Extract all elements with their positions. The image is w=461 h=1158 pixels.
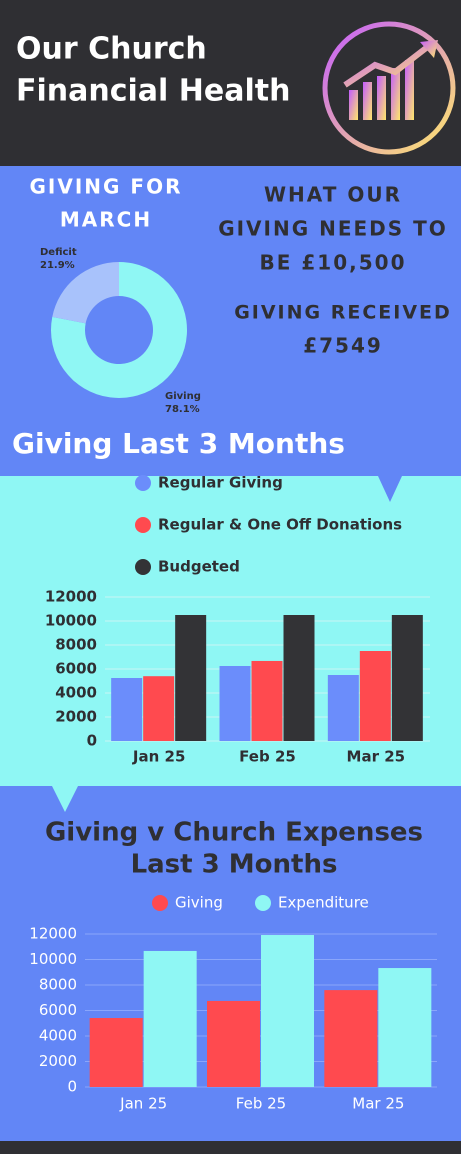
y-tick-label: 0 <box>67 1078 77 1096</box>
heading: GIVING FOR <box>30 175 183 199</box>
slice-label: Giving <box>165 391 201 402</box>
chart-title: Last 3 Months <box>131 850 338 880</box>
legend-label: Regular & One Off Donations <box>158 516 402 534</box>
legend-marker <box>135 559 151 575</box>
pointer <box>378 476 402 502</box>
y-tick-label: 0 <box>87 732 97 750</box>
bar <box>143 950 197 1087</box>
y-tick-label: 4000 <box>39 1027 77 1045</box>
footer-bg <box>0 1141 461 1154</box>
legend-marker <box>255 895 271 911</box>
received: GIVING RECEIVED <box>234 302 452 324</box>
legend-label: Giving <box>175 894 223 912</box>
slice-label: Deficit <box>40 247 77 258</box>
slice-value: 21.9% <box>40 260 75 271</box>
logo <box>322 21 456 155</box>
bar <box>207 1000 260 1087</box>
x-tick-label: Jan 25 <box>132 748 185 766</box>
legend-label: Budgeted <box>158 558 240 576</box>
legend-marker <box>152 895 168 911</box>
bar <box>219 666 251 741</box>
bar <box>111 678 143 741</box>
y-tick-label: 12000 <box>45 588 97 606</box>
bar <box>283 615 315 741</box>
needs: BE £10,500 <box>260 251 407 275</box>
bar <box>327 675 359 741</box>
y-tick-label: 2000 <box>55 708 97 726</box>
legend-marker <box>135 475 151 491</box>
bar <box>391 615 423 741</box>
x-tick-label: Mar 25 <box>347 748 406 766</box>
legend-label: Expenditure <box>278 894 369 912</box>
y-tick-label: 6000 <box>39 1001 77 1019</box>
title-line: Financial Health <box>16 74 290 109</box>
heading: MARCH <box>60 208 152 232</box>
chart-title: Giving Last 3 Months <box>12 427 345 460</box>
bar <box>251 660 283 741</box>
pie-slice <box>52 262 119 324</box>
slice-value: 78.1% <box>165 404 200 415</box>
received: £7549 <box>303 334 383 358</box>
pointer <box>52 786 78 812</box>
y-tick-label: 10000 <box>45 612 97 630</box>
pie-slice <box>50 262 187 399</box>
y-tick-label: 8000 <box>39 976 77 994</box>
bar <box>89 1018 143 1087</box>
y-tick-label: 4000 <box>55 684 97 702</box>
bar <box>324 990 378 1087</box>
bar <box>261 935 314 1087</box>
x-tick-label: Feb 25 <box>236 1095 286 1113</box>
legend-marker <box>135 517 151 533</box>
x-tick-label: Mar 25 <box>352 1095 404 1113</box>
bar <box>378 968 432 1087</box>
y-tick-label: 10000 <box>29 950 77 968</box>
x-tick-label: Jan 25 <box>119 1095 167 1113</box>
bar <box>359 651 391 741</box>
y-tick-label: 2000 <box>39 1052 77 1070</box>
title-line: Our Church <box>16 32 207 67</box>
x-tick-label: Feb 25 <box>239 748 296 766</box>
bar <box>143 676 175 741</box>
needs: WHAT OUR <box>264 183 402 207</box>
legend-label: Regular Giving <box>158 474 283 492</box>
bar <box>175 615 207 741</box>
y-tick-label: 8000 <box>55 636 97 654</box>
needs: GIVING NEEDS TO <box>218 217 448 241</box>
y-tick-label: 12000 <box>29 925 77 943</box>
y-tick-label: 6000 <box>55 660 97 678</box>
chart-title: Giving v Church Expenses <box>45 818 423 848</box>
march-text: GIVING FOR MARCH WHAT OUR GIVING NEEDS T… <box>30 175 452 358</box>
header-title: Our Church Financial Health <box>16 32 290 109</box>
